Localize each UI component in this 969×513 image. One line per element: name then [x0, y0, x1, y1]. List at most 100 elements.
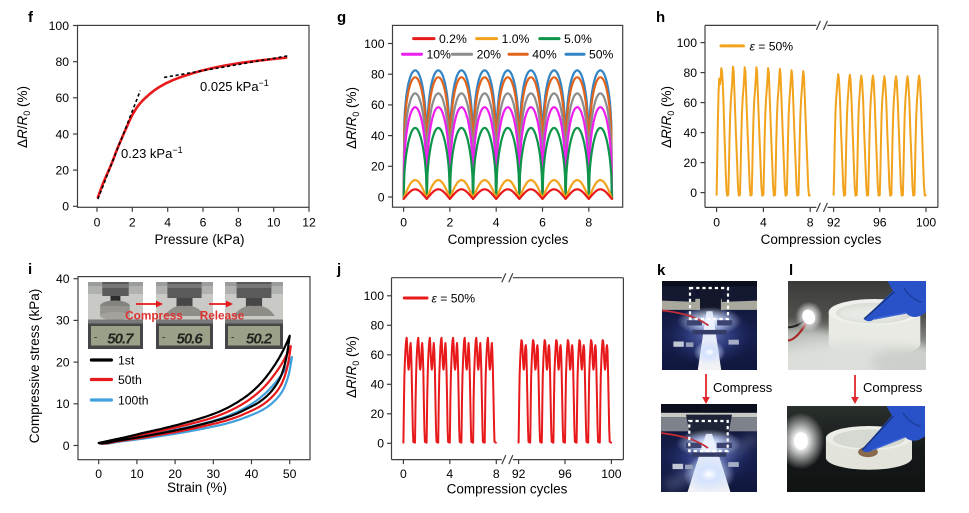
- svg-text:100: 100: [601, 467, 622, 481]
- svg-text:Release: Release: [200, 309, 245, 323]
- svg-text:10: 10: [267, 216, 281, 230]
- svg-text:30: 30: [207, 467, 221, 481]
- svg-text:4: 4: [164, 216, 171, 230]
- svg-text:4: 4: [446, 467, 453, 481]
- svg-text:100: 100: [49, 19, 70, 33]
- svg-text:60: 60: [55, 91, 69, 105]
- svg-text:50th: 50th: [118, 373, 142, 387]
- svg-text:20: 20: [370, 407, 384, 421]
- svg-text:100: 100: [364, 289, 385, 303]
- svg-text:ΔR/R0 (%): ΔR/R0 (%): [344, 336, 361, 398]
- svg-text:0: 0: [377, 437, 384, 451]
- svg-text:Compress: Compress: [863, 380, 923, 395]
- svg-text:40: 40: [683, 126, 697, 140]
- svg-text:20: 20: [55, 163, 69, 177]
- svg-text:50.7: 50.7: [107, 330, 134, 347]
- svg-text:0.025 kPa−1: 0.025 kPa−1: [200, 78, 269, 94]
- svg-text:0: 0: [94, 216, 101, 230]
- svg-text:50%: 50%: [589, 48, 614, 62]
- svg-text:0: 0: [62, 200, 69, 214]
- svg-text:40: 40: [55, 127, 69, 141]
- svg-text:50.2: 50.2: [246, 330, 273, 347]
- svg-text:l: l: [789, 262, 793, 279]
- svg-text:20: 20: [56, 355, 70, 369]
- svg-text:40: 40: [56, 272, 70, 286]
- svg-text:ΔR/R0 (%): ΔR/R0 (%): [344, 87, 361, 149]
- svg-text:Strain (%): Strain (%): [167, 480, 227, 495]
- svg-text:h: h: [656, 9, 665, 26]
- svg-text:4: 4: [760, 216, 767, 230]
- svg-text:80: 80: [370, 319, 384, 333]
- svg-text:-: -: [94, 332, 97, 343]
- svg-text:8: 8: [493, 467, 500, 481]
- svg-text:6: 6: [200, 216, 207, 230]
- svg-text:Compressive stress (kPa): Compressive stress (kPa): [27, 289, 42, 444]
- svg-text:6: 6: [539, 216, 546, 230]
- svg-text:40: 40: [245, 467, 259, 481]
- svg-text:0: 0: [713, 216, 720, 230]
- svg-text:k: k: [657, 262, 666, 279]
- svg-text:80: 80: [683, 66, 697, 80]
- svg-text:92: 92: [512, 467, 526, 481]
- svg-text:5.0%: 5.0%: [564, 32, 592, 46]
- svg-text:ΔR/R0 (%): ΔR/R0 (%): [659, 86, 676, 148]
- svg-text:0.23 kPa−1: 0.23 kPa−1: [121, 145, 183, 161]
- svg-text:50.6: 50.6: [176, 330, 203, 347]
- svg-text:10: 10: [56, 397, 70, 411]
- svg-text:60: 60: [370, 348, 384, 362]
- svg-text:Compression cycles: Compression cycles: [447, 482, 568, 497]
- svg-text:8: 8: [235, 216, 242, 230]
- svg-text:2: 2: [129, 216, 136, 230]
- svg-text:Compress: Compress: [713, 380, 773, 395]
- svg-text:1st: 1st: [118, 353, 135, 367]
- svg-text:Compress: Compress: [125, 309, 183, 323]
- svg-text:30: 30: [56, 314, 70, 328]
- svg-text:40: 40: [371, 129, 385, 143]
- svg-text:f: f: [28, 9, 34, 26]
- svg-text:40: 40: [370, 378, 384, 392]
- svg-text:100th: 100th: [118, 393, 149, 407]
- svg-text:8: 8: [585, 216, 592, 230]
- svg-text:80: 80: [55, 55, 69, 69]
- svg-text:10%: 10%: [427, 48, 452, 62]
- svg-text:0: 0: [400, 216, 407, 230]
- svg-text:Compression cycles: Compression cycles: [761, 232, 882, 247]
- svg-text:-: -: [231, 332, 234, 343]
- svg-text:50: 50: [283, 467, 297, 481]
- svg-text:0: 0: [378, 190, 385, 204]
- svg-text:92: 92: [827, 216, 841, 230]
- svg-text:100: 100: [916, 216, 937, 230]
- svg-text:20: 20: [683, 156, 697, 170]
- svg-text:g: g: [337, 9, 346, 26]
- svg-text:60: 60: [371, 98, 385, 112]
- svg-text:60: 60: [683, 96, 697, 110]
- svg-text:2: 2: [447, 216, 454, 230]
- svg-text:20: 20: [168, 467, 182, 481]
- svg-text:20: 20: [371, 160, 385, 174]
- svg-text:0: 0: [690, 186, 697, 200]
- svg-text:0: 0: [63, 439, 70, 453]
- svg-text:0.2%: 0.2%: [439, 32, 467, 46]
- svg-text:ε = 50%: ε = 50%: [432, 291, 476, 305]
- svg-text:ε = 50%: ε = 50%: [750, 39, 794, 53]
- svg-text:Pressure (kPa): Pressure (kPa): [154, 232, 244, 247]
- svg-text:20%: 20%: [477, 48, 502, 62]
- svg-text:12: 12: [302, 216, 316, 230]
- svg-text:0: 0: [95, 467, 102, 481]
- svg-text:8: 8: [807, 216, 814, 230]
- svg-text:80: 80: [371, 68, 385, 82]
- svg-text:96: 96: [873, 216, 887, 230]
- svg-text:ΔR/R0 (%): ΔR/R0 (%): [15, 86, 32, 148]
- svg-text:i: i: [28, 261, 32, 278]
- svg-text:10: 10: [130, 467, 144, 481]
- svg-text:j: j: [336, 261, 341, 278]
- svg-text:0: 0: [400, 467, 407, 481]
- svg-text:-: -: [162, 332, 165, 343]
- svg-text:4: 4: [493, 216, 500, 230]
- svg-text:Compression cycles: Compression cycles: [448, 232, 569, 247]
- svg-text:1.0%: 1.0%: [502, 32, 530, 46]
- svg-text:96: 96: [558, 467, 572, 481]
- svg-text:100: 100: [677, 36, 698, 50]
- svg-text:40%: 40%: [532, 48, 557, 62]
- svg-text:100: 100: [364, 37, 385, 51]
